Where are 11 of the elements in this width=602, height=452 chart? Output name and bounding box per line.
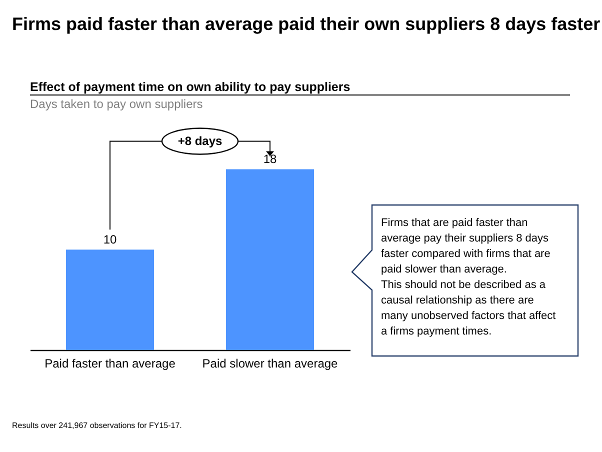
text: This should not be described as a causal relationship as there are many unobserved factors that affect a firms payment times. [381,279,556,338]
text: Results over 241,967 observations for FY15-17. [12,421,182,430]
x-tick-label: Paid slower than average [202,356,338,370]
data-label: 10 [103,232,117,247]
x-tick-label: Paid faster than average [44,356,176,370]
text: Firms that are paid faster than average pay their suppliers 8 days faster compared with firms that are paid slower than average. [381,217,550,276]
data-label: 18 [263,152,277,166]
chart-subtitle: Effect of payment time on own ability to pay suppliers [30,80,350,94]
y-axis-title: Days taken to pay own suppliers [30,97,203,111]
chart-title: Firms paid faster than average paid their own suppliers 8 days faster [12,14,600,34]
text: +8 days [178,134,223,148]
